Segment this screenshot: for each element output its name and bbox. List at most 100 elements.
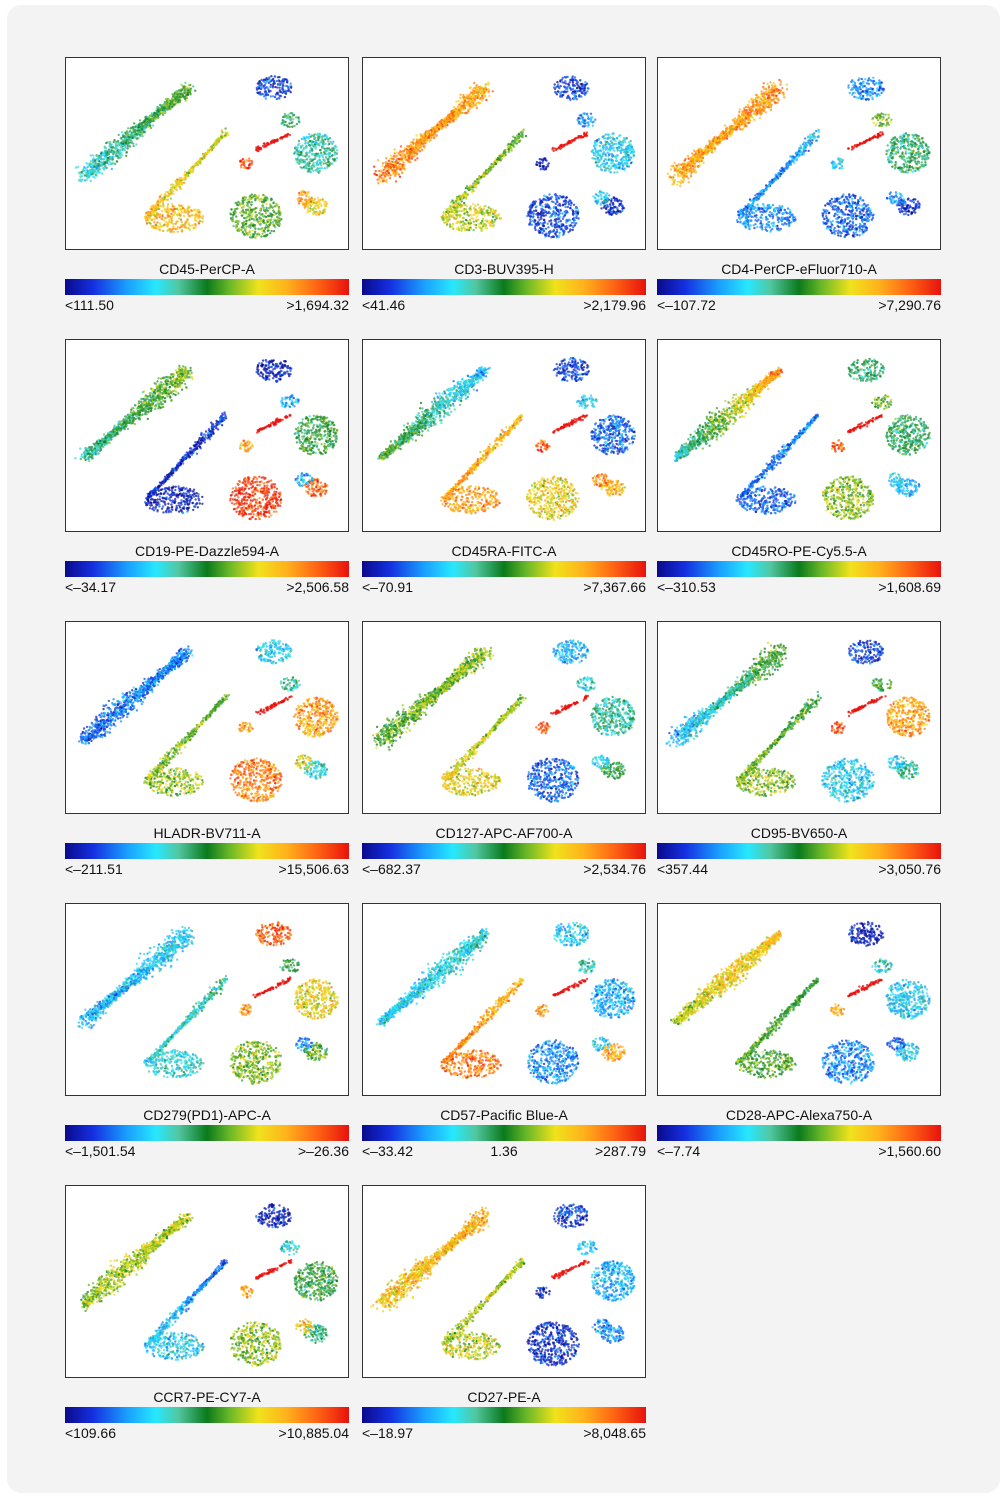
cell-point [453, 106, 456, 109]
cell-point [272, 209, 275, 212]
cell-point [298, 191, 301, 195]
cell-point [394, 174, 397, 178]
cell-point [470, 91, 474, 95]
cell-point [321, 155, 324, 159]
cell-point [493, 220, 496, 224]
cell-point [401, 152, 405, 155]
cell-point [483, 211, 486, 215]
cell-point [333, 158, 336, 162]
colorbar [65, 279, 349, 295]
cell-point [321, 145, 324, 148]
cell-point [132, 144, 135, 148]
cell-point [161, 113, 165, 116]
cell-point [543, 211, 546, 214]
cell-point [329, 140, 332, 144]
cell-point [201, 153, 205, 156]
cell-point [239, 160, 242, 163]
cell-point [318, 133, 321, 136]
cell-point [263, 87, 266, 90]
cell-point [201, 215, 205, 218]
cell-point [462, 196, 466, 199]
cell-point [247, 198, 250, 201]
cell-point [125, 138, 129, 141]
cell-point [554, 233, 557, 236]
cell-point [455, 110, 458, 113]
cell-point [297, 118, 301, 122]
cell-point [509, 143, 512, 146]
cell-point [270, 198, 273, 201]
cell-point [281, 115, 285, 119]
cell-point [458, 210, 461, 213]
cell-point [615, 198, 619, 201]
cell-point [270, 79, 273, 83]
cell-point [169, 183, 172, 186]
cell-point [517, 132, 520, 136]
cell-point [399, 154, 402, 157]
cell-point [409, 147, 412, 151]
cell-point [422, 132, 425, 136]
cell-point [459, 205, 462, 209]
cell-point [377, 182, 380, 185]
cell-point [174, 100, 178, 103]
cell-point [443, 221, 446, 224]
cell-point [472, 202, 475, 206]
cell-point [416, 157, 419, 160]
marker-panel: CD3-BUV395-H <41.46 >2,179.96 [362, 57, 648, 343]
cell-point [153, 113, 156, 116]
cell-point [329, 148, 332, 152]
cell-point [126, 127, 130, 130]
cell-point [452, 115, 455, 119]
cell-point [90, 163, 93, 166]
cell-point [172, 227, 175, 230]
cell-point [398, 175, 402, 178]
cell-point [452, 227, 455, 231]
cell-point [440, 124, 443, 127]
cell-point [572, 84, 575, 88]
cell-point [182, 214, 186, 218]
cell-point [254, 227, 257, 230]
cell-point [331, 154, 334, 157]
cell-point [572, 138, 576, 141]
cell-point [558, 231, 561, 234]
cell-point [260, 200, 264, 203]
cell-point [385, 173, 388, 176]
cell-point [402, 155, 406, 159]
cell-point [553, 205, 556, 208]
cell-point [480, 227, 483, 230]
cell-point [80, 180, 83, 183]
cell-point [459, 96, 462, 100]
cell-point [261, 202, 265, 205]
cell-point [547, 198, 551, 202]
cell-point [153, 218, 156, 221]
cell-point [498, 157, 501, 160]
cell-point [409, 160, 412, 164]
cell-point [449, 213, 452, 217]
cell-point [150, 208, 153, 211]
cell-point [182, 211, 186, 214]
cell-point [262, 80, 266, 83]
cell-point [317, 171, 320, 174]
cell-point [249, 224, 253, 227]
cell-point [193, 164, 197, 168]
cell-point [133, 130, 136, 134]
cell-point [159, 193, 163, 197]
cell-point [583, 119, 586, 123]
cell-point [584, 80, 587, 84]
cell-point [449, 204, 452, 208]
cell-point [480, 208, 483, 211]
cell-point [487, 206, 490, 209]
cell-point [106, 141, 109, 144]
cell-point [602, 206, 606, 209]
cell-point [143, 130, 146, 134]
cell-point [317, 135, 320, 138]
cell-point [311, 202, 314, 206]
cell-point [612, 196, 615, 199]
cell-point [556, 200, 559, 204]
cell-point [177, 183, 180, 186]
cell-point [513, 140, 517, 143]
cell-point [269, 83, 272, 86]
cell-point [113, 162, 117, 166]
cell-point [462, 101, 465, 105]
cell-point [444, 119, 447, 122]
cell-point [110, 143, 113, 146]
